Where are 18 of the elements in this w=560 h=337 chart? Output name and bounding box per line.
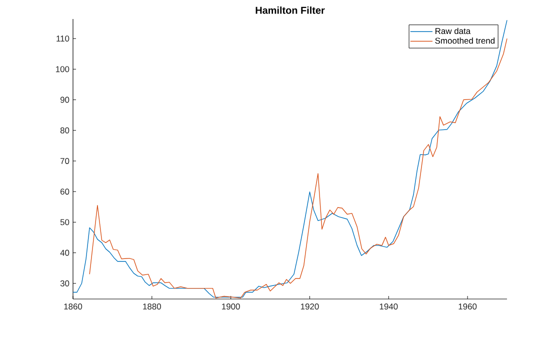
y-tick-label: 30 [60,280,70,286]
x-tick-label: 1920 [300,304,319,310]
y-tick-label: 80 [60,127,70,134]
x-tick-label: 1940 [380,304,398,310]
chart-title: Hamilton Filter [256,6,325,14]
y-tick-label: 100 [56,66,70,72]
x-tick-label: 1960 [458,304,477,310]
y-tick-label: 40 [60,250,70,256]
y-tick-label: 70 [60,158,70,164]
x-tick-label: 1900 [222,304,240,310]
y-tick-label: 110 [56,36,70,42]
legend-label: Smoothed trend [435,37,495,44]
y-tick-label: 60 [60,188,70,195]
x-tick-label: 1880 [143,304,161,310]
x-tick-label: 1860 [64,304,82,310]
y-tick-label: 90 [60,96,70,103]
y-tick-label: 50 [60,219,70,226]
legend-label: Raw data [436,28,471,34]
